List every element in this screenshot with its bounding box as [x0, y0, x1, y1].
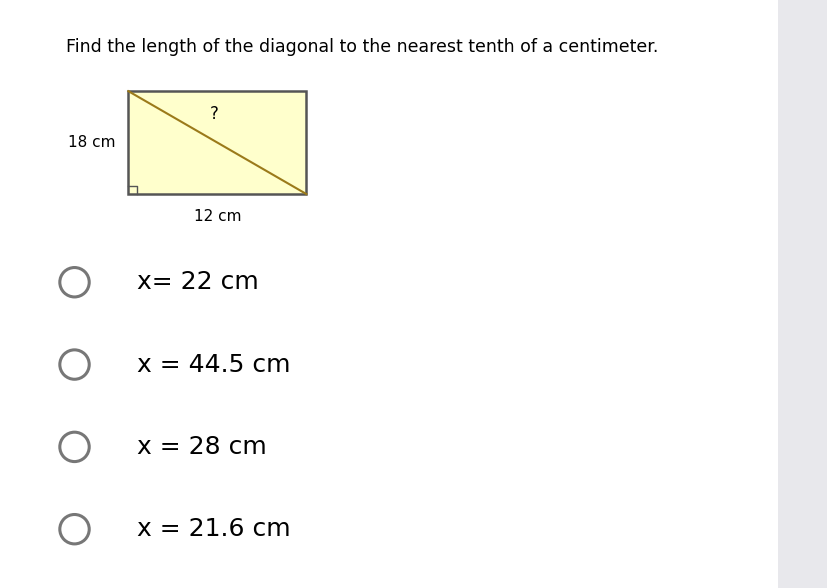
Bar [128, 91, 306, 194]
Text: ?: ? [209, 105, 218, 123]
Text: 12 cm: 12 cm [194, 209, 241, 224]
Text: x = 44.5 cm: x = 44.5 cm [136, 353, 289, 376]
Text: 18 cm: 18 cm [69, 135, 116, 150]
Text: Find the length of the diagonal to the nearest tenth of a centimeter.: Find the length of the diagonal to the n… [66, 38, 657, 56]
Text: x= 22 cm: x= 22 cm [136, 270, 258, 294]
Text: x = 28 cm: x = 28 cm [136, 435, 266, 459]
Text: x = 21.6 cm: x = 21.6 cm [136, 517, 290, 541]
Bar [777, 0, 827, 588]
